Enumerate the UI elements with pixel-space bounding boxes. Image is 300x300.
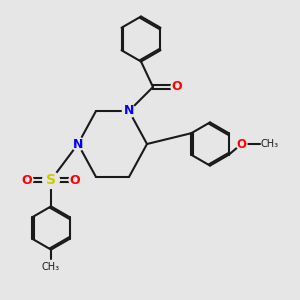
Circle shape <box>171 81 183 93</box>
Text: N: N <box>73 137 83 151</box>
Circle shape <box>122 104 136 118</box>
Text: O: O <box>172 80 182 94</box>
Text: S: S <box>46 173 56 187</box>
Circle shape <box>236 139 247 149</box>
Text: O: O <box>236 137 247 151</box>
Circle shape <box>71 137 85 151</box>
Circle shape <box>69 174 81 186</box>
Text: O: O <box>22 173 32 187</box>
Text: CH₃: CH₃ <box>42 262 60 272</box>
Text: O: O <box>70 173 80 187</box>
Circle shape <box>21 174 33 186</box>
Text: N: N <box>124 104 134 118</box>
Text: CH₃: CH₃ <box>260 139 278 149</box>
Circle shape <box>43 172 59 188</box>
